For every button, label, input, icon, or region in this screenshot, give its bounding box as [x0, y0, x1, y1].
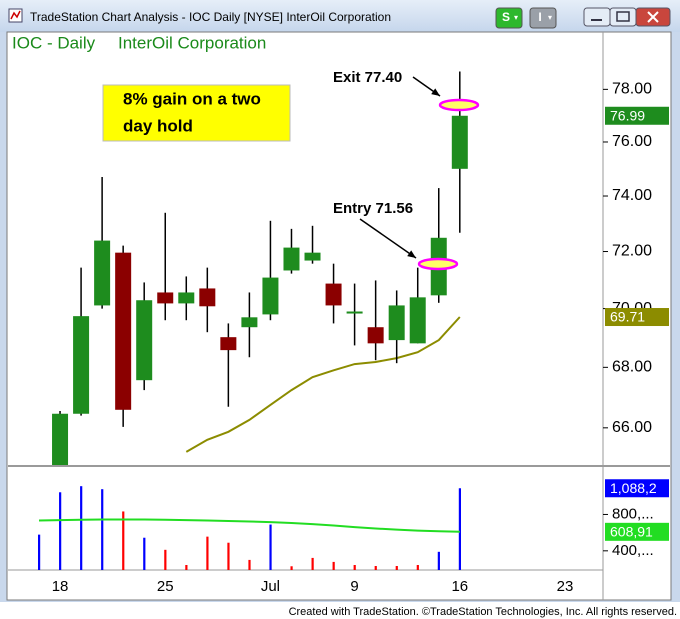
annotation-text: Entry 71.56	[333, 200, 413, 217]
candle-body	[325, 283, 342, 306]
y-tick-label: 76.00	[612, 133, 652, 150]
volume-bar	[206, 536, 209, 570]
volume-bar	[248, 559, 251, 570]
title-bar	[0, 0, 680, 32]
volume-bar	[311, 557, 314, 570]
y-tick-label: 400,...	[612, 542, 654, 559]
candle-body	[136, 300, 153, 381]
y-tick-label: 74.00	[612, 187, 652, 204]
indicator-line	[38, 518, 460, 533]
x-tick-label: 18	[52, 578, 69, 595]
candle-body	[94, 240, 111, 306]
volume-average-label: 608,91	[610, 524, 653, 540]
volume-bar	[59, 492, 62, 570]
volume-panel	[38, 486, 461, 570]
volume-bar	[458, 488, 461, 570]
candle-body	[451, 115, 468, 169]
maximize-button[interactable]	[609, 7, 637, 27]
app-icon-line	[10, 10, 21, 20]
candle-body	[346, 311, 363, 314]
candle-body	[388, 305, 405, 341]
close-icon	[647, 11, 659, 23]
volume-bar	[80, 486, 83, 570]
candle-body	[262, 277, 279, 315]
annotation-arrow	[359, 218, 417, 259]
volume-bar	[395, 566, 398, 570]
callout-text: 8% gain on a two	[123, 89, 261, 108]
indicator-line	[185, 316, 461, 453]
chart-company: InterOil Corporation	[118, 33, 266, 52]
candle-body	[199, 288, 216, 307]
volume-bar	[269, 524, 272, 570]
trade-marker	[438, 98, 480, 112]
last-volume-label-box	[605, 479, 669, 498]
plot: 18 25 Jul 9 16 23 8% gain on a two day hold Exit…	[38, 69, 669, 595]
callout-box	[102, 84, 291, 142]
y-tick-label: 68.00	[612, 359, 652, 376]
candle-body	[241, 317, 258, 328]
x-tick-label: 25	[157, 578, 174, 595]
candle-body	[52, 413, 69, 465]
dropdown-arrow: ▾	[548, 13, 552, 22]
volume-bar	[290, 566, 293, 570]
y-tick-label: 72.00	[612, 243, 652, 260]
volume-bar	[164, 549, 167, 570]
callout-text: day hold	[123, 116, 193, 135]
x-tick-label: 9	[350, 578, 358, 595]
x-tick-label: 23	[557, 578, 574, 595]
volume-bar	[38, 534, 41, 570]
candle-body	[367, 327, 384, 344]
y-tick-label: 66.00	[612, 419, 652, 436]
last-price-label-box	[605, 106, 669, 125]
chart-symbol: IOC - Daily	[12, 33, 96, 52]
volume-bar	[122, 511, 125, 570]
x-tick-label: 16	[451, 578, 468, 595]
dropdown-arrow: ▾	[514, 13, 518, 22]
candle-body	[157, 292, 174, 304]
volume-average-label-box	[605, 522, 669, 541]
candle-body	[220, 337, 237, 351]
window-title: TradeStation Chart Analysis - IOC Daily …	[30, 10, 391, 24]
maximize-icon	[616, 11, 630, 22]
candle-body	[283, 247, 300, 271]
footer-bar	[0, 602, 680, 619]
volume-bar	[101, 489, 104, 570]
volume-bar	[332, 561, 335, 570]
y-tick-label: 800,...	[612, 505, 654, 522]
volume-bar	[227, 542, 230, 570]
indicator-value-label-box	[605, 308, 669, 327]
volume-bar	[353, 565, 356, 570]
annotation-arrowhead	[407, 250, 416, 258]
candle-body	[73, 316, 90, 414]
volume-bar	[437, 551, 440, 570]
last-volume-label: 1,088,2	[610, 480, 657, 496]
x-tick-label: Jul	[261, 578, 280, 595]
trade-marker	[417, 257, 459, 271]
candle-body	[115, 252, 132, 410]
strategy-button[interactable]	[495, 7, 523, 29]
indicator-button[interactable]	[529, 7, 557, 29]
strategy-button-label: S	[502, 10, 510, 24]
volume-bar	[185, 565, 188, 570]
footer: Created with TradeStation. ©TradeStation…	[289, 606, 677, 618]
candle-body	[304, 252, 321, 261]
candle-body	[178, 292, 195, 304]
minimize-button[interactable]	[583, 7, 611, 27]
volume-bar	[374, 566, 377, 570]
indicator-value-label: 69.71	[610, 309, 645, 325]
candle-body	[409, 297, 426, 344]
last-price-label: 76.99	[610, 107, 645, 123]
indicator-button-label: I	[538, 10, 541, 24]
annotation-arrowhead	[431, 88, 440, 96]
y-tick-label: 78.00	[612, 81, 652, 98]
volume-bar	[143, 537, 146, 570]
annotation-text: Exit 77.40	[333, 69, 402, 86]
volume-bar	[416, 565, 419, 570]
